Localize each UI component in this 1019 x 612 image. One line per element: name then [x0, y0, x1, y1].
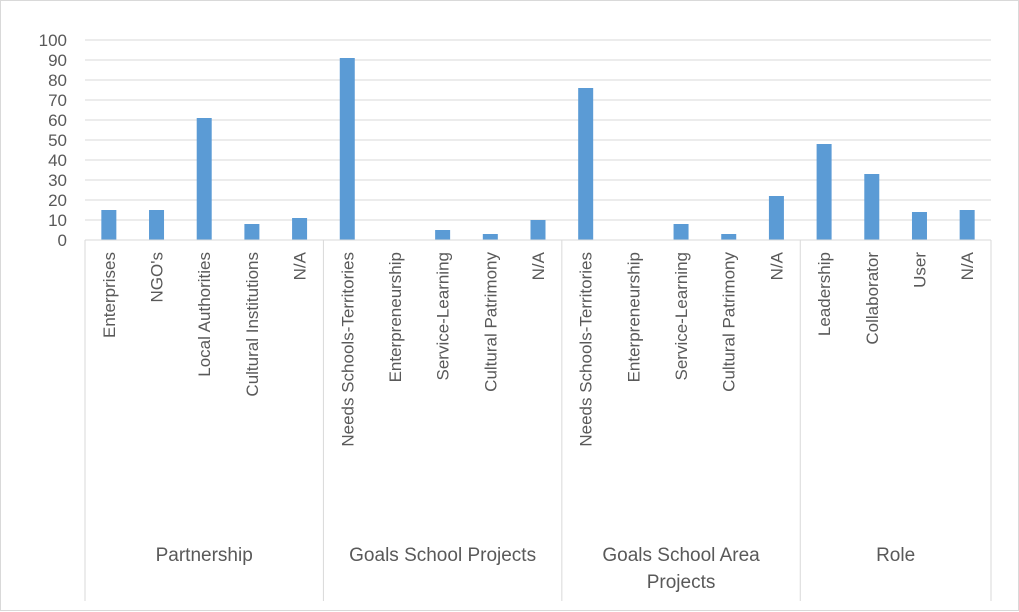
y-tick-label: 70: [48, 91, 67, 110]
bar: [864, 174, 880, 240]
bar: [530, 220, 546, 240]
category-label: Enterpreneurship: [624, 252, 643, 382]
bar: [721, 234, 737, 240]
group-label: Goals School Projects: [349, 545, 536, 566]
bar: [292, 218, 308, 240]
bar: [578, 88, 594, 240]
y-tick-label: 20: [48, 191, 67, 210]
bar: [911, 212, 927, 240]
category-label: Enterprises: [100, 252, 119, 338]
bar: [244, 224, 260, 240]
group-label: Goals School Area Projects: [602, 545, 760, 593]
category-label: N/A: [767, 251, 786, 280]
category-label: Cultural Institutions: [243, 252, 262, 397]
bar: [959, 210, 975, 240]
y-tick-label: 30: [48, 171, 67, 190]
y-tick-label: 90: [48, 51, 67, 70]
category-label: N/A: [958, 251, 977, 280]
bar: [816, 144, 832, 240]
bar: [768, 196, 784, 240]
category-label: Service-Learning: [434, 252, 453, 381]
bar: [149, 210, 165, 240]
y-tick-label: 0: [58, 231, 67, 250]
bar: [673, 224, 689, 240]
category-label: Cultural Patrimony: [720, 252, 739, 392]
group-label-line: Projects: [647, 572, 716, 593]
bar: [101, 210, 117, 240]
bar: [435, 230, 451, 240]
y-tick-label: 40: [48, 151, 67, 170]
category-label: Enterpreneurship: [386, 252, 405, 382]
category-label: Needs Schools-Territories: [577, 252, 596, 447]
category-label: NGO's: [148, 252, 167, 302]
category-label: Cultural Patrimony: [481, 252, 500, 392]
category-label: User: [910, 252, 929, 288]
y-tick-label: 80: [48, 71, 67, 90]
group-label-line: Goals School Area: [602, 545, 760, 566]
y-tick-label: 50: [48, 131, 67, 150]
category-label: N/A: [291, 251, 310, 280]
category-label: N/A: [529, 251, 548, 280]
category-label: Service-Learning: [672, 252, 691, 381]
bar: [196, 118, 212, 240]
bar: [482, 234, 498, 240]
category-label: Leadership: [815, 252, 834, 336]
category-label: Collaborator: [863, 252, 882, 345]
y-tick-label: 100: [39, 31, 67, 50]
y-tick-label: 10: [48, 211, 67, 230]
bar: [339, 58, 355, 240]
group-label: Partnership: [156, 545, 253, 566]
category-label: Local Authorities: [195, 252, 214, 377]
category-label: Needs Schools-Territories: [338, 252, 357, 447]
y-tick-label: 60: [48, 111, 67, 130]
group-label: Role: [876, 545, 915, 566]
